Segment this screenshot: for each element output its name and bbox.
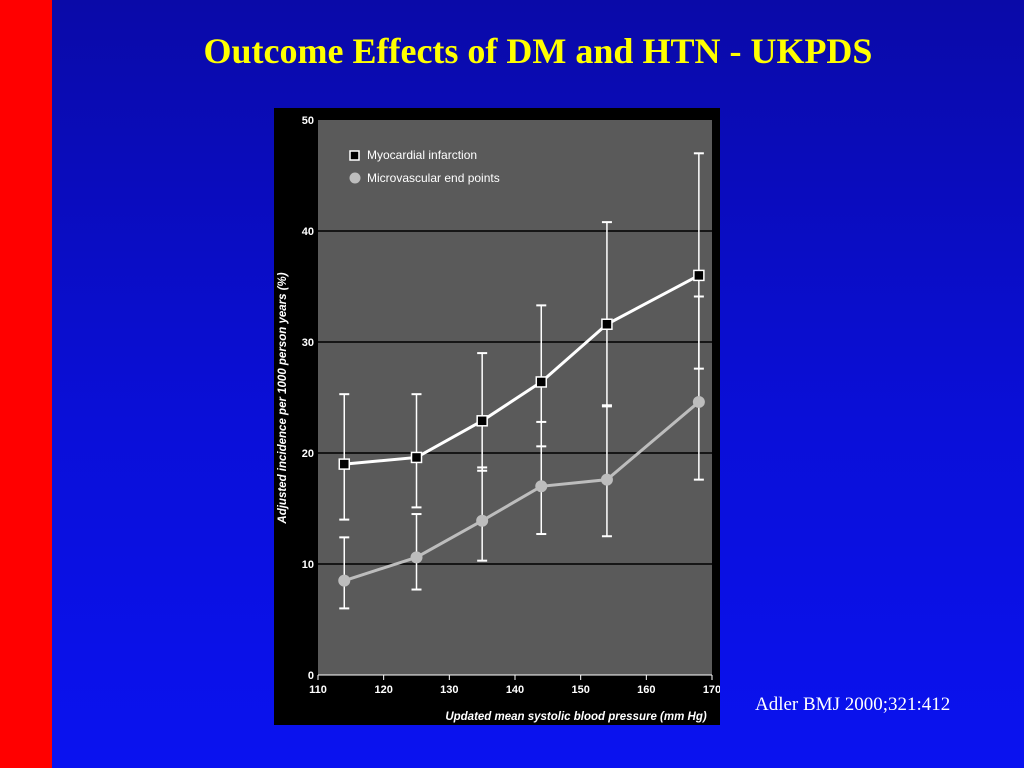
x-axis-ticks: 110 120 130 140 150 160 170	[309, 674, 720, 696]
y-tick-label: 10	[302, 559, 314, 571]
x-tick-label: 160	[637, 684, 655, 696]
legend-circle-marker	[349, 172, 361, 184]
data-point-square	[476, 415, 488, 427]
data-point-square	[338, 458, 351, 470]
grid-lines	[318, 230, 712, 565]
legend-item-myocardial-infarction: Myocardial infarction	[367, 148, 477, 162]
confidence-interval-bars	[339, 152, 704, 610]
x-tick-label: 170	[703, 684, 720, 696]
data-point-circle	[476, 514, 489, 527]
y-axis-label: Adjusted incidence per 1000 person years…	[277, 272, 289, 524]
data-point-circle	[535, 480, 548, 493]
x-tick-label: 150	[571, 684, 589, 696]
series-line-1	[343, 400, 700, 583]
x-tick-label: 140	[506, 684, 524, 696]
chart-legend: Myocardial infarction Microvascular end …	[349, 148, 500, 185]
data-point-square	[601, 318, 613, 330]
x-axis-label: Updated mean systolic blood pressure (mm…	[445, 711, 707, 723]
x-tick-label: 130	[440, 684, 458, 696]
data-point-circle	[692, 395, 705, 408]
data-point-circle	[338, 574, 351, 587]
left-accent-bar	[0, 0, 52, 768]
y-axis-ticks: 0 10 20 30 40 50	[302, 115, 314, 682]
legend-item-microvascular: Microvascular end points	[367, 171, 500, 185]
y-tick-label: 40	[302, 226, 314, 238]
x-tick-label: 120	[374, 684, 392, 696]
citation: Adler BMJ 2000;321:412	[755, 694, 951, 715]
data-point-circle	[410, 551, 423, 564]
y-tick-label: 30	[302, 337, 314, 349]
legend-square-marker	[349, 150, 360, 161]
y-tick-label: 20	[302, 448, 314, 460]
slide-title: Outcome Effects of DM and HTN - UKPDS	[203, 31, 873, 71]
series-lines	[343, 274, 700, 583]
data-point-square	[535, 376, 548, 388]
data-point-square	[410, 451, 423, 464]
data-point-circle	[600, 473, 613, 486]
series-line-0	[344, 274, 700, 466]
chart-panel: 0 10 20 30 40 50 110 120 130 140 150 160 170 Myocar…	[274, 108, 720, 725]
x-tick-label: 110	[309, 684, 327, 696]
data-markers	[338, 269, 705, 587]
data-point-square	[693, 269, 705, 282]
y-tick-label: 50	[302, 115, 314, 127]
y-tick-label: 0	[308, 670, 314, 682]
